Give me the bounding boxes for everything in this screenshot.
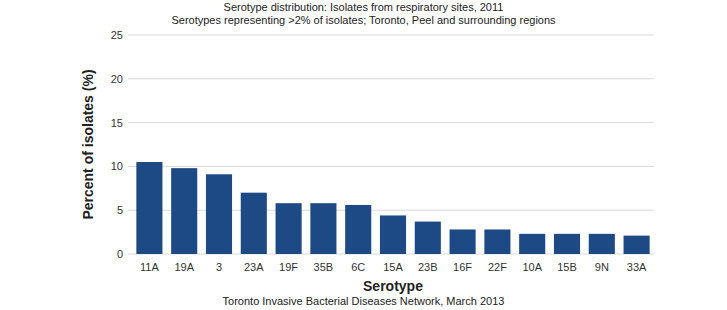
- bar: [380, 215, 406, 254]
- bar: [554, 234, 580, 254]
- bar: [276, 203, 302, 254]
- source-note: Toronto Invasive Bacterial Diseases Netw…: [223, 295, 505, 307]
- x-tick-label: 23A: [244, 261, 264, 273]
- y-tick-label: 0: [117, 248, 123, 260]
- bar: [624, 236, 650, 254]
- bar: [136, 162, 162, 254]
- x-tick-label: 35B: [314, 261, 334, 273]
- y-tick-label: 15: [111, 117, 123, 129]
- y-tick-label: 25: [111, 29, 123, 41]
- subtitle: Serotypes representing >2% of isolates; …: [171, 14, 556, 26]
- grid-line: [132, 122, 654, 123]
- tick-mark: [128, 122, 132, 123]
- bars: [136, 162, 649, 254]
- x-tick-label: 3: [216, 261, 222, 273]
- bar: [519, 234, 545, 254]
- y-axis-label: Percent of isolates (%): [80, 69, 96, 219]
- y-tick-label: 5: [117, 204, 123, 216]
- x-tick-label: 10A: [522, 261, 542, 273]
- bar: [310, 203, 336, 254]
- tick-mark: [128, 254, 132, 255]
- x-axis-label: Serotype: [363, 278, 423, 294]
- x-tick-label: 19A: [174, 261, 194, 273]
- chart: 0 5 10 15 20 25 11A 19A 3 23A 19F 35B 6C 15A 23B 16F 22F…: [0, 0, 727, 310]
- x-tick-label: 19F: [279, 261, 298, 273]
- bar: [484, 229, 510, 254]
- x-tick-label: 16F: [453, 261, 472, 273]
- y-tick-label: 10: [111, 160, 123, 172]
- tick-mark: [128, 78, 132, 79]
- grid-line: [132, 78, 654, 79]
- tick-mark: [128, 210, 132, 211]
- x-tick-label: 11A: [140, 261, 159, 273]
- bar: [415, 222, 441, 254]
- bar: [206, 174, 232, 254]
- x-tick-label: 22F: [488, 261, 507, 273]
- bar: [241, 193, 267, 254]
- y-tick-label: 20: [111, 73, 123, 85]
- x-tick-label: 33A: [627, 261, 647, 273]
- bar: [589, 234, 615, 254]
- x-tick-label: 6C: [351, 261, 365, 273]
- x-tick-label: 15A: [383, 261, 403, 273]
- x-tick-label: 9N: [595, 261, 609, 273]
- bar: [171, 168, 197, 254]
- bar: [450, 229, 476, 254]
- title: Serotype distribution: Isolates from res…: [224, 1, 504, 13]
- bar: [345, 205, 371, 254]
- x-tick-label: 15B: [557, 261, 577, 273]
- grid-line: [132, 166, 654, 167]
- x-tick-label: 23B: [418, 261, 438, 273]
- grid-line: [132, 35, 654, 36]
- tick-mark: [128, 35, 132, 36]
- tick-mark: [128, 166, 132, 167]
